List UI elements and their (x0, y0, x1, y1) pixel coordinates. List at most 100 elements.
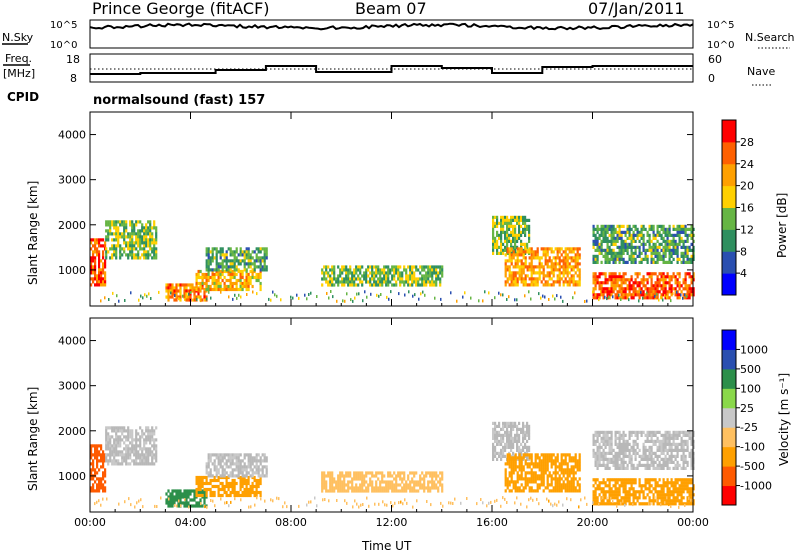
power-colorbar-tick-label: 20 (740, 180, 754, 193)
scatter-cell (690, 499, 693, 503)
scatter-cell (626, 251, 629, 255)
scatter-cell (686, 499, 689, 503)
scatter-cell (530, 253, 533, 257)
scatter-cell (630, 433, 633, 437)
scatter-cell (540, 471, 543, 475)
scatter-cell (349, 471, 352, 475)
scatter-cell (688, 296, 691, 300)
scatter-cell (506, 224, 509, 228)
scatter-cell (512, 436, 515, 440)
scatter-cell (512, 256, 515, 260)
scatter-cell (323, 480, 326, 484)
scatter-cell (634, 257, 637, 261)
scatter-cell (102, 489, 105, 493)
scatter-cell (359, 471, 362, 475)
scatter-cell (634, 260, 637, 264)
scatter-cell (592, 499, 595, 503)
scatter-cell (123, 247, 126, 251)
scatter-cell (383, 480, 386, 484)
scatter-cell (690, 242, 693, 246)
scatter-cell (594, 272, 597, 276)
clutter-cell (170, 291, 172, 295)
scatter-cell (626, 481, 629, 485)
scatter-cell (203, 498, 206, 502)
scatter-cell (437, 486, 440, 490)
scatter-cell (203, 272, 206, 277)
scatter-cell (690, 227, 693, 231)
scatter-cell (528, 433, 531, 437)
scatter-cell (648, 457, 651, 461)
scatter-cell (109, 226, 112, 230)
scatter-cell (690, 281, 693, 285)
scatter-cell (540, 474, 543, 478)
scatter-cell (596, 454, 599, 458)
scatter-cell (560, 265, 563, 269)
scatter-cell (500, 221, 503, 225)
scatter-cell (646, 281, 649, 285)
scatter-cell (135, 444, 138, 448)
scatter-cell (155, 232, 158, 236)
scatter-cell (558, 474, 561, 478)
scatter-cell (614, 502, 617, 506)
scatter-cell (121, 223, 124, 227)
scatter-cell (654, 454, 657, 458)
scatter-cell (666, 499, 669, 503)
scatter-cell (427, 268, 430, 272)
scatter-cell (359, 265, 362, 269)
scatter-cell (618, 448, 621, 452)
scatter-cell (98, 280, 101, 284)
scatter-cell (530, 250, 533, 254)
scatter-cell (498, 236, 501, 240)
scatter-cell (247, 281, 250, 286)
scatter-cell (321, 277, 324, 281)
scatter-cell (329, 480, 332, 484)
scatter-cell (189, 489, 192, 493)
scatter-cell (654, 287, 657, 291)
scatter-cell (522, 439, 525, 443)
scatter-cell (606, 254, 609, 258)
scatter-cell (596, 242, 599, 246)
scatter-cell (528, 462, 531, 466)
scatter-cell (215, 253, 218, 257)
scatter-cell (520, 477, 523, 481)
scatter-cell (528, 480, 531, 484)
scatter-cell (135, 247, 138, 251)
scatter-cell (377, 486, 380, 490)
scatter-cell (676, 499, 679, 503)
scatter-cell (666, 239, 669, 243)
scatter-cell (664, 442, 667, 446)
scatter-cell (546, 468, 549, 472)
scatter-cell (367, 486, 370, 490)
scatter-cell (411, 489, 414, 493)
scatter-cell (622, 481, 625, 485)
scatter-cell (574, 471, 577, 475)
scatter-cell (435, 283, 438, 287)
scatter-cell (181, 492, 184, 496)
scatter-cell (255, 465, 258, 469)
scatter-cell (642, 463, 645, 467)
scatter-cell (648, 454, 651, 458)
scatter-cell (102, 250, 105, 254)
scatter-cell (177, 489, 180, 493)
scatter-cell (397, 489, 400, 493)
scatter-cell (562, 453, 565, 457)
scatter-cell (90, 489, 93, 493)
scatter-cell (538, 468, 541, 472)
scatter-cell (598, 281, 601, 285)
scatter-cell (257, 265, 260, 269)
scatter-cell (113, 438, 116, 442)
scatter-cell (415, 280, 418, 284)
scatter-cell (568, 280, 571, 284)
scatter-cell (102, 465, 105, 469)
scatter-cell (626, 236, 629, 240)
scatter-cell (257, 468, 260, 472)
scatter-cell (680, 245, 683, 249)
scatter-cell (638, 239, 641, 243)
scatter-cell (421, 283, 424, 287)
scatter-cell (650, 445, 653, 449)
scatter-cell (227, 287, 230, 292)
scatter-cell (504, 421, 507, 425)
scatter-cell (367, 268, 370, 272)
scatter-cell (540, 480, 543, 484)
clutter-cell (484, 290, 486, 294)
